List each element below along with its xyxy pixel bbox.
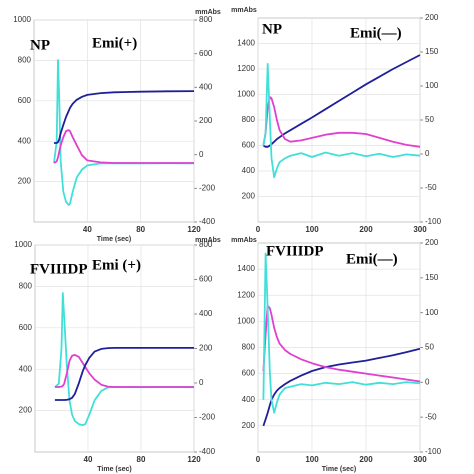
y-tick-label: 600	[18, 96, 32, 105]
y-tick-label: 800	[18, 56, 32, 65]
y2-tick-label: 400	[199, 309, 213, 318]
x-tick-label: 120	[187, 225, 201, 234]
y2-tick-label: 100	[425, 81, 439, 90]
y-tick-label: 200	[19, 406, 33, 415]
y2-tick-label: 150	[425, 273, 439, 282]
y2-axis-label: mmAbs	[195, 9, 221, 16]
y2-tick-label: -200	[199, 183, 216, 192]
x-tick-label: 40	[83, 225, 92, 234]
y2-tick-label: -400	[199, 217, 216, 226]
x-tick-label: 200	[359, 455, 373, 464]
x-tick-label: 80	[136, 225, 145, 234]
y-tick-label: 1000	[237, 90, 255, 99]
panel-annotation: FVIIIDP	[266, 243, 324, 259]
y-tick-label: 800	[19, 282, 33, 291]
x-tick-label: 200	[359, 225, 373, 234]
y-axis-label: mmAbs	[231, 7, 257, 14]
x-tick-label: 300	[413, 225, 427, 234]
y-tick-label: 200	[242, 192, 256, 201]
y-tick-label: 400	[19, 364, 33, 373]
y2-tick-label: 200	[199, 344, 213, 353]
panel-annotation: FVIIIDP	[30, 261, 88, 277]
y2-tick-label: 200	[199, 116, 213, 125]
y2-tick-label: -400	[199, 447, 216, 456]
y-tick-label: 800	[242, 115, 256, 124]
series-line	[53, 59, 195, 206]
y-tick-label: 600	[19, 323, 33, 332]
y2-tick-label: -200	[199, 413, 216, 422]
y2-tick-label: 600	[199, 49, 213, 58]
y2-tick-label: -100	[425, 217, 442, 226]
y-axis-label: mmAbs	[231, 237, 257, 244]
y-tick-label: 1000	[14, 240, 32, 249]
y2-tick-label: 50	[425, 343, 434, 352]
panel-annotation: Emi(—)	[350, 25, 402, 41]
y2-tick-label: 800	[199, 240, 213, 249]
y2-tick-label: 400	[199, 82, 213, 91]
y2-tick-label: 100	[425, 308, 439, 317]
y2-tick-label: 200	[425, 238, 439, 247]
y2-axis-label: mmAbs	[195, 237, 221, 244]
x-tick-label: 80	[137, 455, 146, 464]
y-tick-label: 400	[242, 395, 256, 404]
x-tick-label: 0	[256, 455, 261, 464]
panel-annotation: NP	[262, 21, 282, 37]
y-tick-label: 400	[242, 166, 256, 175]
y-tick-label: 1200	[237, 290, 255, 299]
panel-annotation: Emi(—)	[346, 251, 398, 267]
y2-tick-label: 0	[425, 149, 430, 158]
series-line	[262, 304, 421, 383]
panel-annotation: Emi (+)	[92, 257, 141, 273]
y2-tick-label: 0	[199, 378, 204, 387]
y-tick-label: 200	[242, 421, 256, 430]
y2-tick-label: -100	[425, 447, 442, 456]
y2-tick-label: 0	[425, 377, 430, 386]
y2-tick-label: 0	[199, 150, 204, 159]
y-tick-label: 1400	[237, 264, 255, 273]
y-tick-label: 600	[242, 141, 256, 150]
y-tick-label: 400	[18, 136, 32, 145]
panel-annotation: Emi(+)	[92, 35, 137, 51]
y-tick-label: 1400	[237, 39, 255, 48]
series-line	[54, 354, 194, 388]
series-line	[54, 292, 195, 426]
y2-tick-label: -50	[425, 183, 437, 192]
y2-tick-label: -50	[425, 412, 437, 421]
y-tick-label: 1200	[237, 64, 255, 73]
y2-tick-label: 800	[199, 15, 213, 24]
y2-tick-label: 600	[199, 275, 213, 284]
series-line	[262, 96, 421, 148]
x-axis-label: Time (sec)	[322, 466, 357, 473]
series-line	[53, 129, 194, 164]
y-tick-label: 800	[242, 343, 256, 352]
x-tick-label: 40	[84, 455, 93, 464]
x-axis-label: Time (sec)	[97, 236, 132, 243]
y2-tick-label: 50	[425, 115, 434, 124]
series-line	[54, 90, 195, 144]
series-line	[262, 347, 421, 427]
x-tick-label: 100	[305, 455, 319, 464]
y-tick-label: 1000	[13, 15, 31, 24]
series-line	[54, 347, 194, 401]
y-tick-label: 600	[242, 369, 256, 378]
series-line	[262, 63, 421, 179]
panel-annotation: NP	[30, 37, 50, 53]
y-tick-label: 1000	[237, 316, 255, 325]
x-tick-label: 0	[256, 225, 261, 234]
y2-tick-label: 150	[425, 47, 439, 56]
x-tick-label: 100	[305, 225, 319, 234]
y2-tick-label: 200	[425, 13, 439, 22]
x-axis-label: Time (sec)	[97, 466, 132, 473]
x-tick-label: 300	[413, 455, 427, 464]
series-line	[262, 252, 421, 414]
x-tick-label: 120	[187, 455, 201, 464]
y-tick-label: 200	[18, 177, 32, 186]
